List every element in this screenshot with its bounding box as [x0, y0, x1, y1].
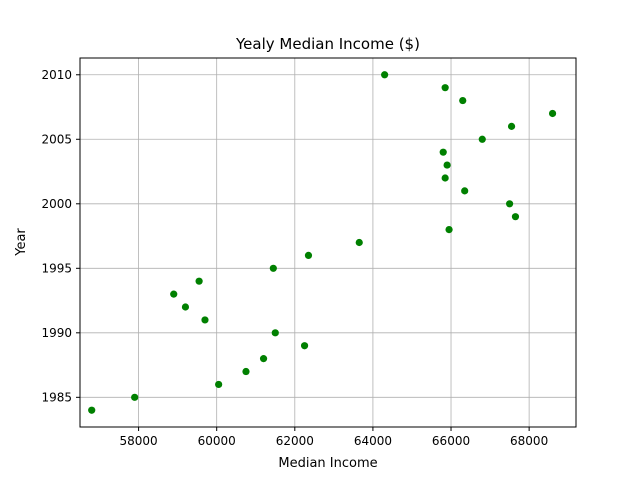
scatter-point — [443, 161, 451, 169]
y-tick-label: 2010 — [41, 68, 72, 82]
scatter-point — [478, 135, 486, 143]
scatter-point — [170, 290, 178, 298]
y-tick-label: 1985 — [41, 390, 72, 404]
grid-lines — [80, 58, 576, 427]
scatter-point — [459, 96, 467, 105]
scatter-point — [439, 148, 447, 156]
scatter-point — [507, 122, 516, 130]
x-tick-label: 64000 — [354, 434, 392, 448]
y-axis-ticks: 1985 1990 1995 2000 2005 2010 — [41, 68, 80, 404]
scatter-point — [215, 380, 223, 389]
scatter-point — [88, 406, 96, 414]
y-tick-label: 2005 — [41, 132, 72, 146]
x-axis-ticks: 58000 60000 62000 64000 66000 68000 — [119, 427, 548, 448]
scatter-point — [271, 329, 279, 337]
scatter-point — [461, 187, 469, 195]
y-axis-label: Year — [14, 228, 29, 257]
chart-title: Yealy Median Income ($) — [235, 35, 420, 53]
data-points — [88, 71, 557, 414]
scatter-point — [548, 109, 557, 118]
y-tick-label: 1990 — [41, 326, 72, 340]
scatter-point — [269, 264, 277, 272]
scatter-point — [445, 225, 453, 234]
x-tick-label: 58000 — [119, 434, 157, 448]
x-tick-label: 60000 — [198, 434, 236, 448]
scatter-point — [201, 316, 209, 324]
scatter-point — [300, 342, 309, 350]
scatter-point — [131, 393, 139, 401]
scatter-point — [259, 355, 268, 363]
scatter-point — [506, 200, 514, 208]
scatter-point — [195, 277, 203, 285]
scatter-point — [181, 303, 190, 311]
plot-frame — [79, 57, 577, 428]
scatter-point — [242, 367, 250, 376]
scatter-point — [304, 251, 313, 260]
x-axis-label: Median Income — [278, 456, 377, 471]
scatter-point — [381, 71, 389, 79]
scatter-point — [441, 84, 449, 92]
x-tick-label: 68000 — [510, 434, 548, 448]
scatter-point — [511, 213, 520, 221]
y-tick-label: 2000 — [41, 197, 72, 211]
x-tick-label: 66000 — [432, 434, 470, 448]
y-tick-label: 1995 — [41, 261, 72, 275]
scatter-point — [441, 174, 449, 182]
scatter-point — [355, 238, 363, 247]
x-tick-label: 62000 — [276, 434, 314, 448]
